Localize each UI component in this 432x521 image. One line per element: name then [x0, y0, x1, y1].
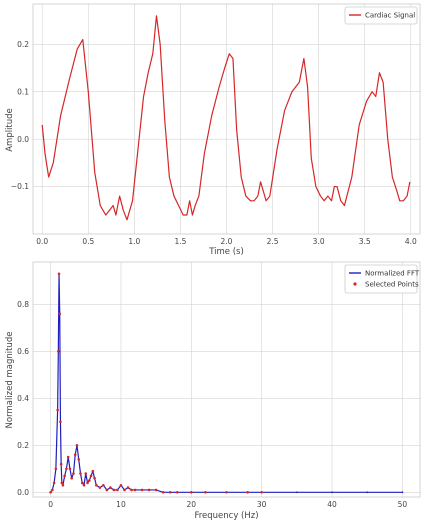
selected-point — [54, 467, 58, 471]
cardiac-signal-chart: 0.0 0.5 1.0 1.5 2.0 2.5 3.0 3.5 4.0 −0.1 0.0 0.1 0.2… — [5, 3, 421, 257]
selected-point — [126, 486, 130, 489]
selected-point — [80, 481, 84, 485]
selected-point — [86, 481, 89, 485]
selected-point — [175, 491, 179, 494]
selected-point — [225, 491, 228, 494]
selected-point — [204, 491, 207, 494]
legend-box — [344, 264, 418, 294]
selected-point — [89, 474, 93, 478]
selected-point — [58, 312, 62, 316]
selected-point — [49, 491, 52, 494]
selected-point — [56, 408, 59, 412]
selected-point — [147, 488, 151, 492]
x-tick-label: 1.5 — [174, 237, 186, 246]
selected-point — [82, 483, 86, 487]
legend-box — [344, 6, 418, 25]
selected-point — [154, 488, 158, 492]
selected-point — [95, 483, 98, 487]
selected-point — [190, 491, 193, 494]
plot-frame — [32, 261, 421, 498]
selected-point — [87, 479, 91, 482]
selected-point — [130, 488, 133, 492]
selected-point — [84, 472, 88, 475]
fft-marker — [331, 491, 333, 494]
selected-point — [133, 488, 137, 492]
selected-point — [109, 486, 112, 489]
selected-point — [57, 350, 60, 353]
plot-frame — [32, 3, 421, 235]
y-tick-label: 0.0 — [17, 135, 29, 144]
y-tick-label: 0.1 — [17, 87, 29, 96]
selected-point — [52, 481, 56, 485]
y-tick-label: 0.2 — [17, 441, 29, 450]
x-tick-label: 4.0 — [405, 237, 417, 246]
selected-point — [59, 462, 63, 466]
y-tick-label: −0.1 — [11, 182, 29, 191]
selected-point — [119, 483, 123, 487]
selected-point — [93, 476, 96, 480]
x-tick-label: 20 — [187, 500, 197, 509]
selected-point — [51, 488, 54, 492]
y-axis-label: Normalized magnitude — [5, 332, 15, 429]
selected-point — [105, 488, 109, 492]
selected-point — [68, 467, 72, 471]
legend-marker — [353, 282, 357, 286]
selected-point — [140, 488, 144, 492]
x-tick-label: 0.5 — [82, 237, 94, 246]
y-tick-label: 0.2 — [17, 40, 29, 49]
x-tick-label: 30 — [257, 500, 267, 509]
y-tick-label: 0.4 — [17, 394, 29, 403]
fft-marker — [401, 491, 404, 494]
series-line — [41, 15, 411, 221]
selected-point — [66, 455, 70, 459]
fft-chart: 0 10 20 30 40 50 0.0 0.2 0.4 0.6 0.8 Frequency (Hz)… — [5, 261, 421, 521]
selected-point — [77, 458, 81, 461]
selected-point — [246, 491, 249, 494]
x-tick-label: 2.0 — [221, 237, 233, 246]
x-axis-label: Frequency (Hz) — [194, 511, 258, 521]
selected-point — [79, 472, 82, 475]
selected-point — [116, 488, 119, 492]
selected-point — [60, 481, 64, 485]
x-tick-label: 2.5 — [267, 237, 279, 246]
selected-point — [57, 272, 61, 276]
x-tick-label: 0 — [48, 500, 53, 509]
legend-label: Normalized FFT — [365, 270, 420, 278]
selected-point — [72, 472, 75, 475]
fft-marker — [295, 491, 298, 494]
x-tick-label: 1.0 — [128, 237, 140, 246]
legend-label: Cardiac Signal — [365, 12, 415, 20]
y-axis-label: Amplitude — [5, 108, 15, 152]
selected-point — [59, 420, 62, 424]
x-tick-label: 50 — [398, 500, 408, 509]
x-tick-label: 3.0 — [313, 237, 325, 246]
selected-point — [168, 491, 172, 494]
selected-point — [260, 491, 263, 494]
selected-point — [73, 453, 77, 457]
x-tick-label: 40 — [327, 500, 337, 509]
x-tick-label: 3.5 — [359, 237, 371, 246]
selected-point — [112, 488, 116, 492]
legend-label: Selected Points — [365, 281, 419, 289]
selected-point — [63, 474, 66, 478]
series-line — [50, 273, 403, 493]
x-tick-label: 10 — [116, 500, 126, 509]
selected-point — [102, 483, 105, 487]
selected-point — [61, 483, 65, 487]
y-tick-label: 0.6 — [17, 347, 29, 356]
selected-point — [75, 444, 79, 447]
selected-point — [98, 486, 102, 489]
selected-point — [70, 476, 73, 480]
selected-point — [123, 488, 126, 492]
y-tick-label: 0.0 — [17, 488, 29, 497]
selected-point — [65, 467, 68, 471]
y-tick-label: 0.8 — [17, 300, 29, 309]
selected-point — [161, 491, 165, 494]
selected-point — [91, 469, 95, 473]
x-tick-label: 0.0 — [36, 237, 48, 246]
x-axis-label: Time (s) — [208, 247, 244, 257]
fft-marker — [366, 491, 369, 494]
